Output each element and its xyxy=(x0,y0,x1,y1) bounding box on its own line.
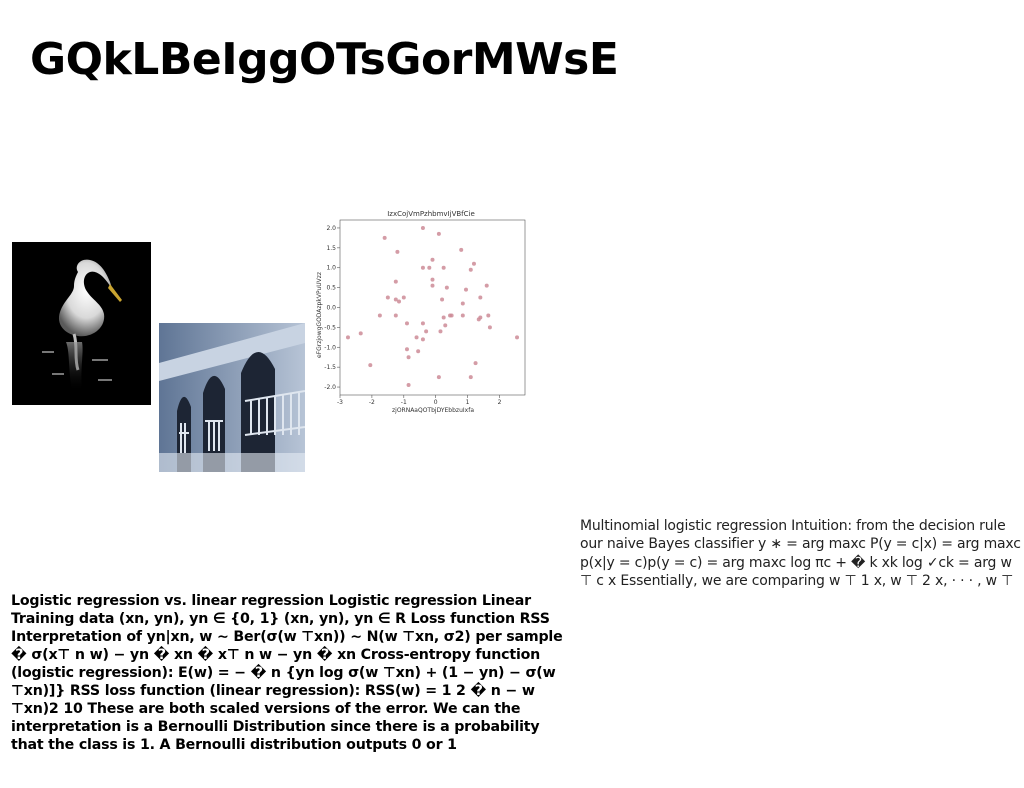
scatter-point xyxy=(385,295,390,300)
scatter-point xyxy=(443,323,448,328)
x-tick-label: 1 xyxy=(466,399,470,406)
heron-photo xyxy=(12,242,151,405)
chart-x-axis-label: zjORNAaQOTbjDYEbbzuIxfa xyxy=(392,407,474,414)
y-tick-label: -1.0 xyxy=(324,344,336,351)
arches-illustration xyxy=(159,323,305,472)
y-tick-label: 0.0 xyxy=(326,305,336,312)
scatter-point xyxy=(416,349,421,354)
scatter-point xyxy=(436,231,441,236)
scatter-point xyxy=(460,301,465,306)
scatter-point xyxy=(444,285,449,290)
scatter-point xyxy=(468,267,473,272)
arches-photo xyxy=(159,323,305,472)
scatter-point xyxy=(484,283,489,288)
scatter-point xyxy=(473,361,478,366)
scatter-point xyxy=(406,355,411,360)
scatter-point xyxy=(430,283,435,288)
x-tick-label: -1 xyxy=(401,399,407,406)
y-tick-label: -1.5 xyxy=(324,364,336,371)
scatter-point xyxy=(401,295,406,300)
x-tick-label: 2 xyxy=(498,399,502,406)
scatter-point xyxy=(463,287,468,292)
scatter-point xyxy=(345,335,350,340)
x-tick-label: 0 xyxy=(434,399,438,406)
scatter-point xyxy=(406,383,411,388)
y-tick-label: -0.5 xyxy=(324,324,336,331)
scatter-point xyxy=(424,329,429,334)
chart-y-axis-label: eFGrzjowgGODAzpkVPuUVzz xyxy=(316,272,323,358)
scatter-point xyxy=(478,315,483,320)
scatter-point xyxy=(420,337,425,342)
scatter-point xyxy=(460,313,465,318)
scatter-point xyxy=(427,265,432,270)
scatter-point xyxy=(468,375,473,380)
scatter-point xyxy=(404,321,409,326)
heron-illustration xyxy=(12,242,151,405)
scatter-point xyxy=(414,335,419,340)
chart-title: IzxCojVmPzhbmvIjVBfCie xyxy=(387,210,475,218)
scatter-point xyxy=(420,265,425,270)
y-tick-label: -2.0 xyxy=(324,384,336,391)
scatter-point xyxy=(441,265,446,270)
scatter-point xyxy=(420,321,425,326)
y-tick-label: 1.5 xyxy=(326,245,336,252)
logistic-vs-linear-text: Logistic regression vs. linear regressio… xyxy=(11,593,563,753)
chart-plot-frame xyxy=(339,219,526,396)
scatter-point xyxy=(441,315,446,320)
scatter-point xyxy=(358,331,363,336)
scatter-point xyxy=(368,363,373,368)
x-tick-label: -2 xyxy=(369,399,375,406)
scatter-point xyxy=(397,299,402,304)
scatter-point xyxy=(459,247,464,252)
y-tick-label: 2.0 xyxy=(326,225,336,232)
scatter-point xyxy=(377,313,382,318)
scatter-point xyxy=(395,249,400,254)
x-tick-label: -3 xyxy=(337,399,343,406)
scatter-point xyxy=(430,277,435,282)
scatter-point xyxy=(430,257,435,262)
scatter-point xyxy=(382,235,387,240)
scatter-point xyxy=(515,335,520,340)
scatter-point xyxy=(393,313,398,318)
scatter-point xyxy=(436,375,441,380)
scatter-point xyxy=(486,313,491,318)
scatter-point xyxy=(393,297,398,302)
y-tick-label: 0.5 xyxy=(326,285,336,292)
scatter-point xyxy=(478,295,483,300)
page-title: GQkLBeIggOTsGorMWsE xyxy=(30,34,619,85)
scatter-point xyxy=(438,329,443,334)
scatter-point xyxy=(440,297,445,302)
scatter-chart: IzxCojVmPzhbmvIjVBfCie zjORNAaQOTbjDYEbb… xyxy=(316,210,526,414)
scatter-point xyxy=(393,279,398,284)
scatter-point xyxy=(404,347,409,352)
y-tick-label: 1.0 xyxy=(326,265,336,272)
scatter-point xyxy=(471,261,476,266)
scatter-point xyxy=(420,225,425,230)
multinomial-logistic-text: Multinomial logistic regression Intuitio… xyxy=(580,518,1021,590)
scatter-point xyxy=(449,313,454,318)
scatter-point xyxy=(487,325,492,330)
